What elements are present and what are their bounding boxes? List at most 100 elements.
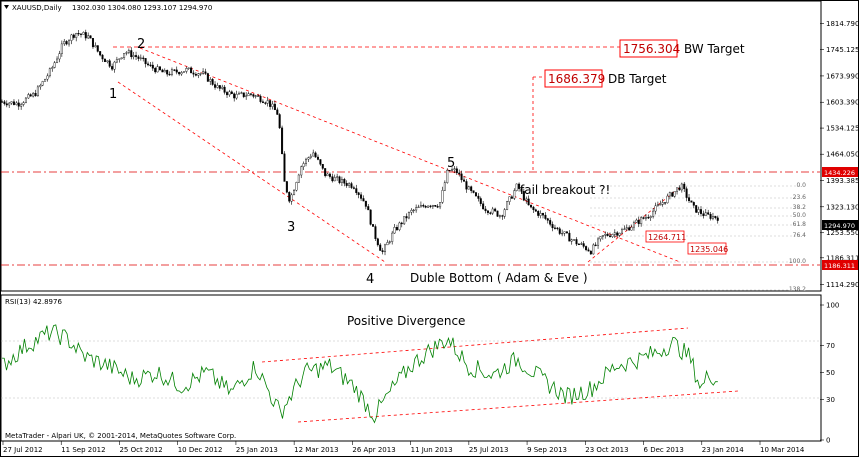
candle-body [84, 32, 87, 39]
channel-lower[interactable] [587, 186, 681, 263]
candle-body [180, 72, 183, 75]
candle-body [8, 102, 11, 106]
candle-body [699, 209, 702, 214]
candle-body [24, 97, 27, 103]
candle-body [656, 204, 659, 207]
tag-1186-text: 1186.311 [824, 262, 855, 270]
candle-body [460, 173, 463, 181]
rsi-tick-label: 70 [826, 342, 835, 350]
level-1264-value: 1264.711 [648, 233, 686, 242]
candle-body [546, 218, 549, 221]
candle-body [362, 198, 365, 202]
fib-level-label: 0.0 [796, 182, 806, 189]
candle-body [297, 174, 300, 183]
candle-body [70, 34, 73, 41]
wave-label-1: 1 [109, 87, 117, 102]
rsi-axis: 100 70 50 30 0 [820, 302, 839, 445]
candle-body [214, 84, 217, 88]
candle-body [300, 166, 303, 176]
rsi-lower-trendline[interactable] [297, 390, 739, 423]
candle-body [685, 188, 688, 198]
candle-body [671, 192, 674, 197]
candle-body [534, 209, 537, 212]
candle-body [295, 182, 298, 191]
candle-body [194, 73, 197, 76]
price-tick-label: 1323.130 [826, 203, 859, 211]
price-axis: 1814.790 1745.125 1673.990 1603.390 1534.125… [820, 20, 859, 289]
price-tick-label: 1253.550 [826, 229, 859, 237]
candle-body [316, 156, 319, 160]
candle-body [309, 155, 312, 158]
candle-body [513, 190, 516, 199]
candle-body [496, 210, 499, 217]
price-panel[interactable] [0, 0, 822, 292]
candle-body [352, 187, 355, 189]
candle-body [415, 207, 418, 211]
upper-trendline[interactable] [139, 47, 681, 263]
db-target-label: DB Target [608, 72, 667, 86]
candle-body [417, 206, 420, 208]
candle-body [530, 204, 533, 208]
candle-body [489, 212, 492, 214]
candle-body [348, 183, 351, 186]
candle-body [443, 182, 446, 191]
candle-body [620, 229, 623, 234]
candle-body [190, 67, 193, 74]
candlestick-series [1, 29, 719, 256]
db-target-box[interactable] [544, 69, 603, 88]
candle-body [637, 219, 640, 225]
candle-body [477, 195, 480, 199]
fib-level-label: 23.6 [793, 194, 807, 201]
candle-body [553, 227, 556, 229]
candle-body [400, 222, 403, 225]
level-1264-box[interactable] [645, 230, 685, 243]
candle-body [664, 202, 667, 204]
level-1235-box[interactable] [687, 242, 727, 255]
fib-level-label: 100.0 [789, 258, 806, 265]
candle-body [218, 85, 221, 89]
rsi-upper-trendline[interactable] [261, 327, 689, 363]
candle-body [302, 163, 305, 167]
bw-target-box[interactable] [619, 39, 678, 58]
fib-level-label: 76.4 [793, 232, 807, 239]
candle-body [472, 190, 475, 193]
candle-body [3, 101, 6, 104]
candle-body [716, 217, 719, 221]
candle-body [654, 205, 657, 212]
candle-body [446, 169, 449, 183]
rsi-panel[interactable] [0, 294, 822, 442]
candle-body [486, 210, 489, 213]
candle-body [381, 250, 384, 253]
price-tick-label: 1814.790 [826, 20, 859, 28]
candle-body [683, 183, 686, 190]
candle-body [271, 103, 274, 107]
candle-body [235, 93, 238, 99]
candle-body [130, 50, 133, 58]
candle-body [252, 94, 255, 97]
candle-body [711, 216, 714, 219]
candle-body [618, 232, 621, 236]
candle-body [168, 73, 171, 76]
candle-body [355, 188, 358, 193]
candle-body [436, 206, 439, 208]
candle-body [386, 242, 389, 246]
candle-body [10, 101, 13, 104]
candle-body [72, 34, 75, 38]
symbol-timeframe: XAUUSD,Daily [12, 4, 62, 12]
candle-body [429, 205, 432, 207]
collapse-triangle-icon[interactable] [4, 5, 9, 9]
candle-body [99, 51, 102, 56]
candle-body [312, 152, 315, 157]
fibonacci-grid[interactable] [590, 185, 800, 291]
candle-body [544, 214, 547, 219]
candle-body [707, 212, 710, 215]
candle-body [666, 195, 669, 204]
candle-body [625, 227, 628, 230]
candle-body [398, 222, 401, 231]
time-tick-label: 9 Sep 2013 [527, 446, 567, 454]
candle-body [27, 94, 30, 99]
candle-body [79, 33, 82, 35]
candle-body [697, 209, 700, 213]
candle-body [592, 244, 595, 255]
level-lines: 0.0 23.6 38.250.0 61.8 76.4 100.0 138.2 [1, 46, 820, 293]
